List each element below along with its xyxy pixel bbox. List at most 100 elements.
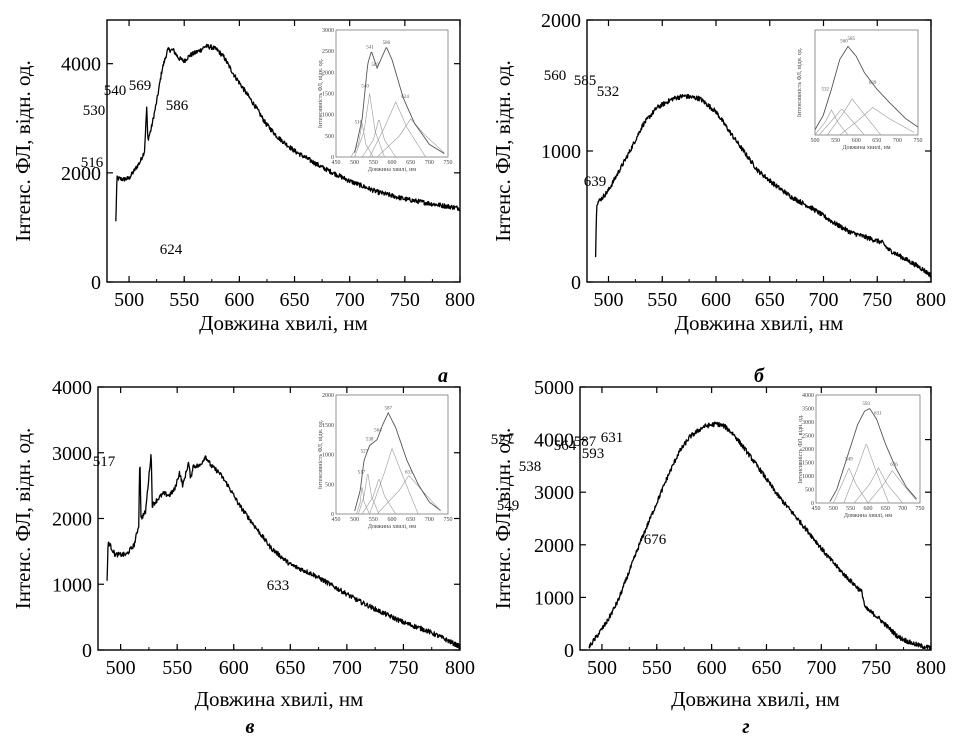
inset-y-axis-label: Інтенсивність ФЛ, відн. од. (318, 58, 324, 128)
inset-component-curve (827, 98, 882, 136)
x-tick-label: 800 (916, 657, 946, 679)
inset-x-tick-label: 550 (846, 506, 855, 512)
inset-component-curve (853, 467, 903, 504)
inset-component-curve (361, 120, 396, 158)
peak-label: 624 (160, 242, 183, 258)
y-tick-label: 4000 (534, 430, 574, 452)
chart-panel-a: 500 550 600 650 700 750 800 0 2000 4000 Довжина хв… (11, 19, 475, 387)
inset-y-axis-label: Інтенсивність ФЛ, відн. од. (797, 47, 803, 117)
inset-peak-label: 516 (355, 120, 363, 125)
inset-x-tick-label: 750 (444, 160, 453, 166)
inset-peak-label: 564 (374, 429, 382, 434)
x-tick-label: 600 (697, 657, 727, 679)
peak-label: 633 (267, 578, 290, 594)
inset-component-curve (814, 109, 849, 136)
y-tick-label: 3000 (52, 443, 92, 465)
panel-caption: г (742, 716, 749, 738)
panel-caption: б (754, 365, 765, 387)
inset-x-tick-label: 650 (406, 517, 415, 523)
x-axis-label: Довжина хвилі, нм (671, 687, 840, 711)
inset-y-tick-label: 1500 (802, 461, 814, 467)
inset-x-tick-label: 550 (369, 160, 378, 166)
inset-y-tick-label: 2500 (802, 434, 814, 440)
inset-peak-label: 676 (890, 463, 898, 468)
inset-frame (335, 29, 449, 158)
x-tick-label: 550 (647, 289, 677, 311)
inset-x-tick-label: 600 (864, 506, 873, 512)
x-tick-label: 700 (809, 289, 839, 311)
panel-caption: в (246, 716, 255, 738)
inset-x-tick-label: 750 (916, 506, 925, 512)
plot-frame (106, 19, 461, 283)
inset-component-curve (839, 107, 915, 136)
y-tick-label: 1000 (52, 574, 92, 596)
inset-x-tick-label: 750 (914, 138, 923, 144)
inset-peak-label: 532 (822, 87, 830, 92)
inset-peak-label: 538 (366, 438, 374, 443)
inset-y-tick-label: 1500 (322, 423, 334, 429)
x-tick-label: 750 (861, 657, 891, 679)
inset-peak-label: 541 (366, 45, 374, 50)
inset-y-tick-label: 3000 (802, 420, 814, 426)
x-tick-label: 600 (224, 289, 254, 311)
inset-component-curve (833, 468, 869, 504)
inset-total-curve (354, 47, 445, 154)
peak-label: 569 (129, 78, 152, 94)
peak-label: 585 (574, 73, 597, 89)
inset-total-curve (814, 45, 919, 130)
inset-y-tick-label: 4000 (802, 393, 814, 399)
inset-component-curve (358, 474, 379, 515)
inset-component-curve (376, 475, 441, 515)
inset-x-tick-label: 450 (812, 506, 821, 512)
inset-frame (335, 394, 449, 515)
y-tick-label: 4000 (61, 54, 101, 76)
peak-label: 549 (497, 498, 520, 514)
inset-chart: 500 550 600 650 700 750 Довжина хвилі, нм Інтен… (797, 29, 923, 151)
inset-y-tick-label: 2000 (802, 447, 814, 453)
inset-x-tick-label: 700 (893, 138, 902, 144)
inset-x-tick-label: 500 (350, 160, 359, 166)
inset-component-curve (361, 479, 396, 515)
inset-peak-label: 585 (848, 37, 856, 42)
spectrum-line (115, 43, 461, 222)
chart-panel-c: 500 550 600 650 700 750 800 0 1000 2000 3000 4000 До… (11, 377, 597, 738)
inset-y-tick-label: 0 (331, 512, 334, 518)
inset-x-tick-label: 750 (444, 517, 453, 523)
inset-frame (814, 29, 919, 136)
inset-peak-label: 633 (405, 470, 413, 475)
y-tick-label: 2000 (61, 163, 101, 185)
inset-x-tick-label: 700 (425, 160, 434, 166)
peak-label: 516 (81, 155, 104, 171)
y-tick-label: 2000 (52, 509, 92, 531)
y-tick-label: 3000 (534, 482, 574, 504)
x-tick-label: 800 (916, 289, 946, 311)
inset-x-tick-label: 550 (369, 517, 378, 523)
inset-y-tick-label: 1000 (322, 113, 334, 119)
y-tick-label: 2000 (541, 10, 581, 32)
peak-label: 560 (544, 68, 567, 84)
inset-x-axis-label: Довжина хвилі, нм (844, 513, 892, 519)
inset-x-axis-label: Довжина хвилі, нм (368, 167, 416, 173)
inset-x-tick-label: 650 (881, 506, 890, 512)
peak-label: 527 (491, 432, 514, 448)
inset-y-tick-label: 3000 (322, 28, 334, 34)
x-tick-label: 750 (388, 657, 418, 679)
y-tick-label: 1000 (534, 587, 574, 609)
inset-peak-label: 587 (385, 407, 393, 412)
inset-y-tick-label: 3500 (802, 407, 814, 413)
inset-component-curve (369, 101, 426, 158)
inset-x-tick-label: 600 (388, 517, 397, 523)
x-tick-label: 700 (332, 657, 362, 679)
inset-component-curve (369, 447, 419, 515)
x-tick-label: 650 (755, 289, 785, 311)
inset-y-tick-label: 2500 (322, 49, 334, 55)
x-tick-label: 500 (106, 657, 136, 679)
x-tick-label: 650 (275, 657, 305, 679)
inset-component-curve (354, 93, 385, 158)
inset-y-axis-label: Інтенсивність ФЛ, відн. од. (318, 419, 324, 489)
x-axis-label: Довжина хвилі, нм (675, 311, 844, 335)
inset-y-tick-label: 500 (805, 488, 814, 494)
peak-label: 532 (597, 84, 620, 100)
y-axis-label: Інтенс. ФЛ, відн. од. (491, 428, 515, 610)
